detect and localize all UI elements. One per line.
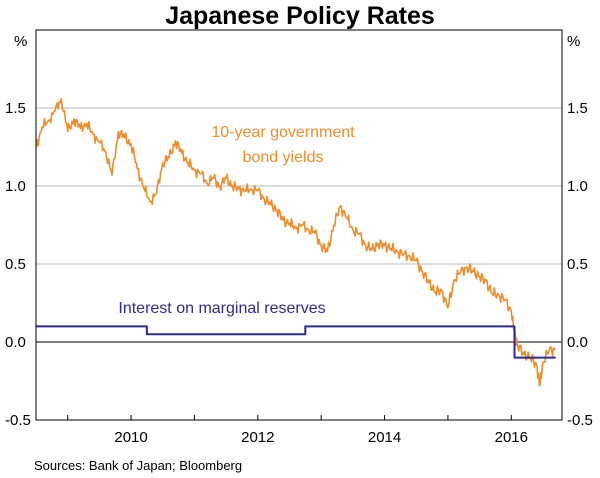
y-tick-label-right: 1.5 bbox=[567, 100, 588, 117]
chart-title: Japanese Policy Rates bbox=[165, 2, 435, 30]
y-tick-label-left: 1.0 bbox=[5, 178, 26, 195]
y-tick-label-left: 0.5 bbox=[5, 256, 26, 273]
gridlines bbox=[36, 107, 562, 343]
y-tick-label-right: 0.0 bbox=[567, 334, 588, 351]
series-group bbox=[35, 97, 557, 387]
x-tick-label: 2016 bbox=[495, 429, 528, 446]
x-tick-label: 2010 bbox=[114, 429, 147, 446]
x-tick-label: 2012 bbox=[241, 429, 274, 446]
bond-yield-line bbox=[35, 97, 557, 387]
bond-yield-annotation-line-2: bond yields bbox=[243, 149, 324, 166]
reserves-annotation: Interest on marginal reserves bbox=[118, 300, 325, 317]
marginal-reserves-line bbox=[36, 325, 556, 359]
y-tick-label-left: 1.5 bbox=[5, 100, 26, 117]
right-unit-label: % bbox=[567, 33, 580, 50]
y-tick-label-left: -0.5 bbox=[5, 412, 31, 429]
y-tick-label-right: 1.0 bbox=[567, 178, 588, 195]
y-axis-left-ticks: -0.5 0.0 0.5 1.0 1.5 bbox=[5, 100, 31, 429]
x-axis-ticks: 2010 2012 2014 2016 bbox=[67, 415, 528, 446]
y-tick-label-left: 0.0 bbox=[5, 334, 26, 351]
source-note: Sources: Bank of Japan; Bloomberg bbox=[34, 458, 242, 473]
y-axis-right-ticks: -0.5 0.0 0.5 1.0 1.5 bbox=[567, 100, 593, 429]
y-tick-label-right: -0.5 bbox=[567, 412, 593, 429]
y-tick-label-right: 0.5 bbox=[567, 256, 588, 273]
plot-frame bbox=[35, 29, 563, 421]
bond-yield-annotation-line-1: 10-year government bbox=[211, 124, 355, 141]
left-unit-label: % bbox=[14, 33, 27, 50]
x-tick-label: 2014 bbox=[368, 429, 401, 446]
